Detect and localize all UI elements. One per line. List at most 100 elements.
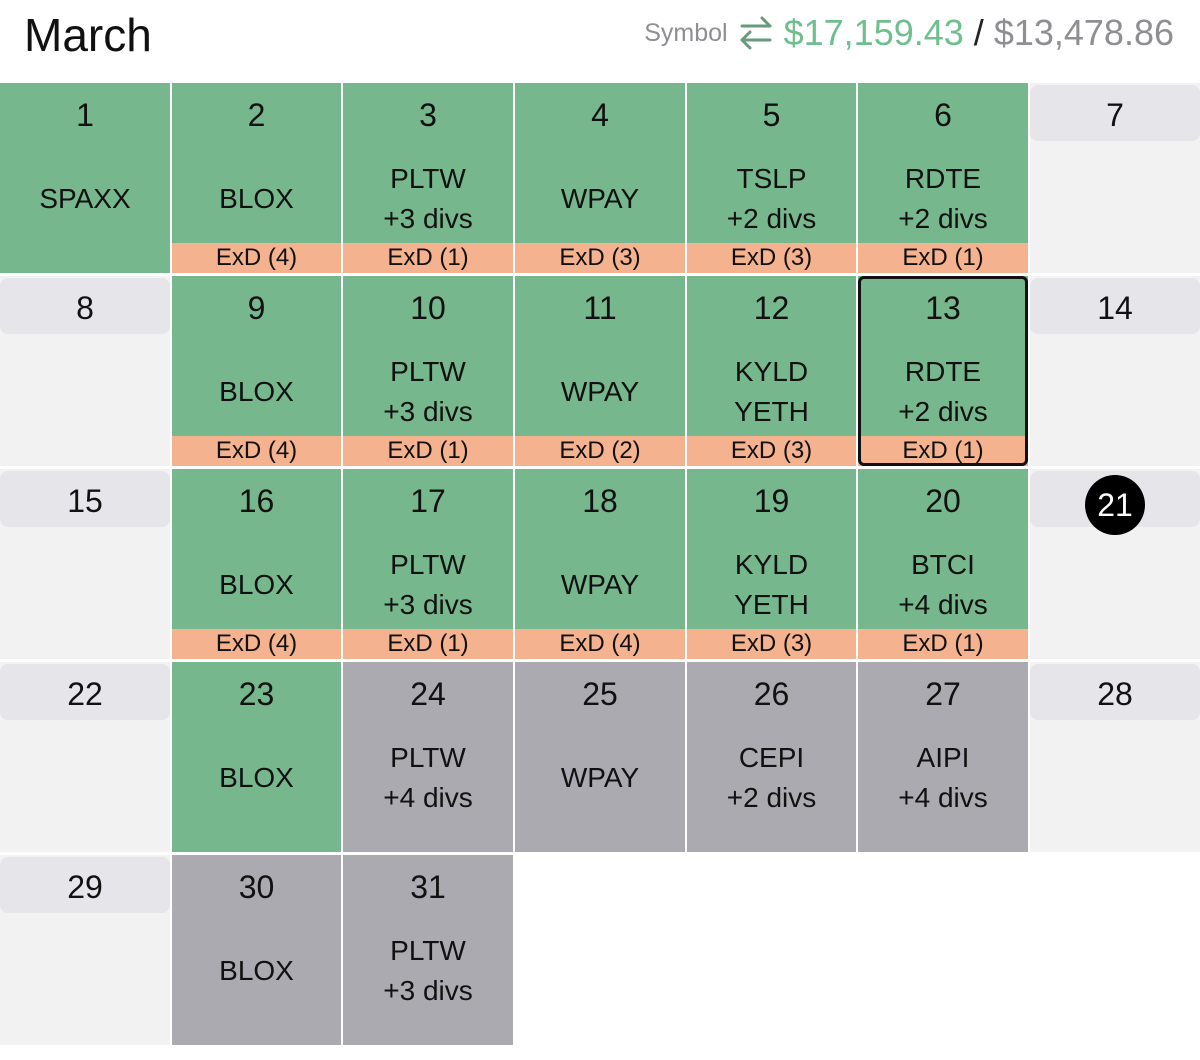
day-cell[interactable]: 6 RDTE +2 divs ExD (1) [858,83,1028,273]
day-band [1030,664,1200,720]
day-cell[interactable]: 8 [0,276,170,466]
day-cell[interactable]: 16 BLOX ExD (4) [172,469,341,659]
day-cell[interactable]: 28 [1030,662,1200,852]
month-title: March [24,9,152,61]
day-cell[interactable]: 25 WPAY [515,662,685,852]
dividend-list: SPAXX [0,153,170,245]
day-cell[interactable]: 30 BLOX [172,855,341,1045]
day-number: 3 [419,97,437,133]
ex-dividend-label: ExD (1) [343,436,513,466]
dividend-line: YETH [734,396,809,427]
day-number: 17 [410,483,446,519]
dividend-line: PLTW [390,163,466,194]
day-band [0,664,170,720]
dividend-line: SPAXX [39,183,131,214]
day-number: 23 [238,676,275,712]
day-cell[interactable]: 14 [1030,276,1200,466]
day-cell[interactable]: 23 BLOX [172,662,341,852]
dividend-list: BLOX [172,539,341,631]
ex-dividend-label: ExD (4) [172,436,341,466]
ex-dividend-label: ExD (4) [172,243,341,273]
day-cell[interactable]: 29 [0,855,170,1045]
day-cell[interactable]: 21 [1030,469,1200,659]
dividend-line: WPAY [560,376,640,407]
dividend-line: PLTW [390,935,466,966]
day-cell[interactable]: 10 PLTW +3 divs ExD (1) [343,276,513,466]
day-cell[interactable]: 17 PLTW +3 divs ExD (1) [343,469,513,659]
header: March Symbol $17,159.43 / $13,478.86 [0,0,1200,80]
day-number: 24 [410,676,446,712]
day-number: 28 [1097,676,1133,712]
day-cell[interactable]: 31 PLTW +3 divs [343,855,513,1045]
day-number: 2 [247,97,266,133]
day-cell[interactable]: 9 BLOX ExD (4) [172,276,341,466]
dividend-list: KYLD YETH [687,346,856,438]
day-cell[interactable]: 20 BTCI +4 divs ExD (1) [858,469,1028,659]
ex-dividend-label: ExD (1) [343,243,513,273]
dividend-line: +3 divs [383,589,473,620]
dividend-list: RDTE +2 divs [858,346,1028,438]
dividend-line: BLOX [219,376,294,407]
day-cell[interactable]: 13 RDTE +2 divs ExD (1) [858,276,1028,466]
dividend-line: +3 divs [383,975,473,1006]
day-cell[interactable]: 18 WPAY ExD (4) [515,469,685,659]
day-number: 11 [583,290,617,326]
dividend-list: WPAY [515,732,685,824]
dividend-list: PLTW +4 divs [343,732,513,824]
separator: / [973,12,984,53]
day-band [0,278,170,334]
day-number: 5 [762,97,781,133]
dividend-list: TSLP +2 divs [687,153,856,245]
day-cell[interactable]: 5 TSLP +2 divs ExD (3) [687,83,856,273]
day-cell[interactable]: 11 WPAY ExD (2) [515,276,685,466]
day-cell[interactable]: 2 BLOX ExD (4) [172,83,341,273]
day-cell[interactable]: 1 SPAXX [0,83,170,273]
dividend-line: RDTE [904,163,982,194]
day-cell[interactable]: 24 PLTW +4 divs [343,662,513,852]
dividend-list: PLTW +3 divs [343,153,513,245]
swap-icon[interactable] [738,16,774,50]
dividend-line: +4 divs [898,782,988,813]
day-cell[interactable]: 15 [0,469,170,659]
ex-dividend-label: ExD (4) [172,629,341,659]
dividend-list: KYLD YETH [687,539,856,631]
dividend-list: WPAY [515,153,685,245]
dividend-list: BLOX [172,153,341,245]
dividend-line: +4 divs [898,589,988,620]
dividend-line: BLOX [219,569,294,600]
dividend-list: PLTW +3 divs [343,925,513,1017]
ex-dividend-label: ExD (2) [515,436,685,466]
dividend-line: +3 divs [383,203,473,234]
day-number: 19 [753,483,790,519]
dividend-list: PLTW +3 divs [343,346,513,438]
ex-dividend-label: ExD (3) [687,243,856,273]
dividend-line: CEPI [738,742,805,773]
dividend-line: KYLD [734,549,809,580]
day-band [1030,278,1200,334]
dividend-line: PLTW [390,742,466,773]
day-cell[interactable]: 12 KYLD YETH ExD (3) [687,276,856,466]
day-cell[interactable]: 22 [0,662,170,852]
dividend-line: +2 divs [898,203,988,234]
dividend-line: WPAY [560,762,640,793]
day-cell[interactable]: 19 KYLD YETH ExD (3) [687,469,856,659]
dividend-list: CEPI +2 divs [687,732,856,824]
day-cell[interactable]: 27 AIPI +4 divs [858,662,1028,852]
day-number: 14 [1097,290,1133,326]
dividend-line: +2 divs [898,396,988,427]
day-number: 7 [1106,97,1124,133]
day-cell[interactable]: 4 WPAY ExD (3) [515,83,685,273]
day-number: 1 [76,97,94,133]
amount-paid: $17,159.43 [783,12,964,53]
day-cell[interactable]: 7 [1030,83,1200,273]
day-cell[interactable]: 26 CEPI +2 divs [687,662,856,852]
dividend-line: BLOX [219,955,294,986]
dividend-line: +3 divs [383,396,473,427]
selection-border [858,276,1028,466]
calendar-grid: 1 SPAXX 2 BLOX ExD (4) 3 PLTW +3 divs ExD (1) 4 WP… [0,83,1200,1048]
day-cell[interactable]: 3 PLTW +3 divs ExD (1) [343,83,513,273]
dividend-line: AIPI [916,742,970,773]
dividend-list: PLTW +3 divs [343,539,513,631]
symbol-toggle[interactable]: Symbol [644,18,728,47]
